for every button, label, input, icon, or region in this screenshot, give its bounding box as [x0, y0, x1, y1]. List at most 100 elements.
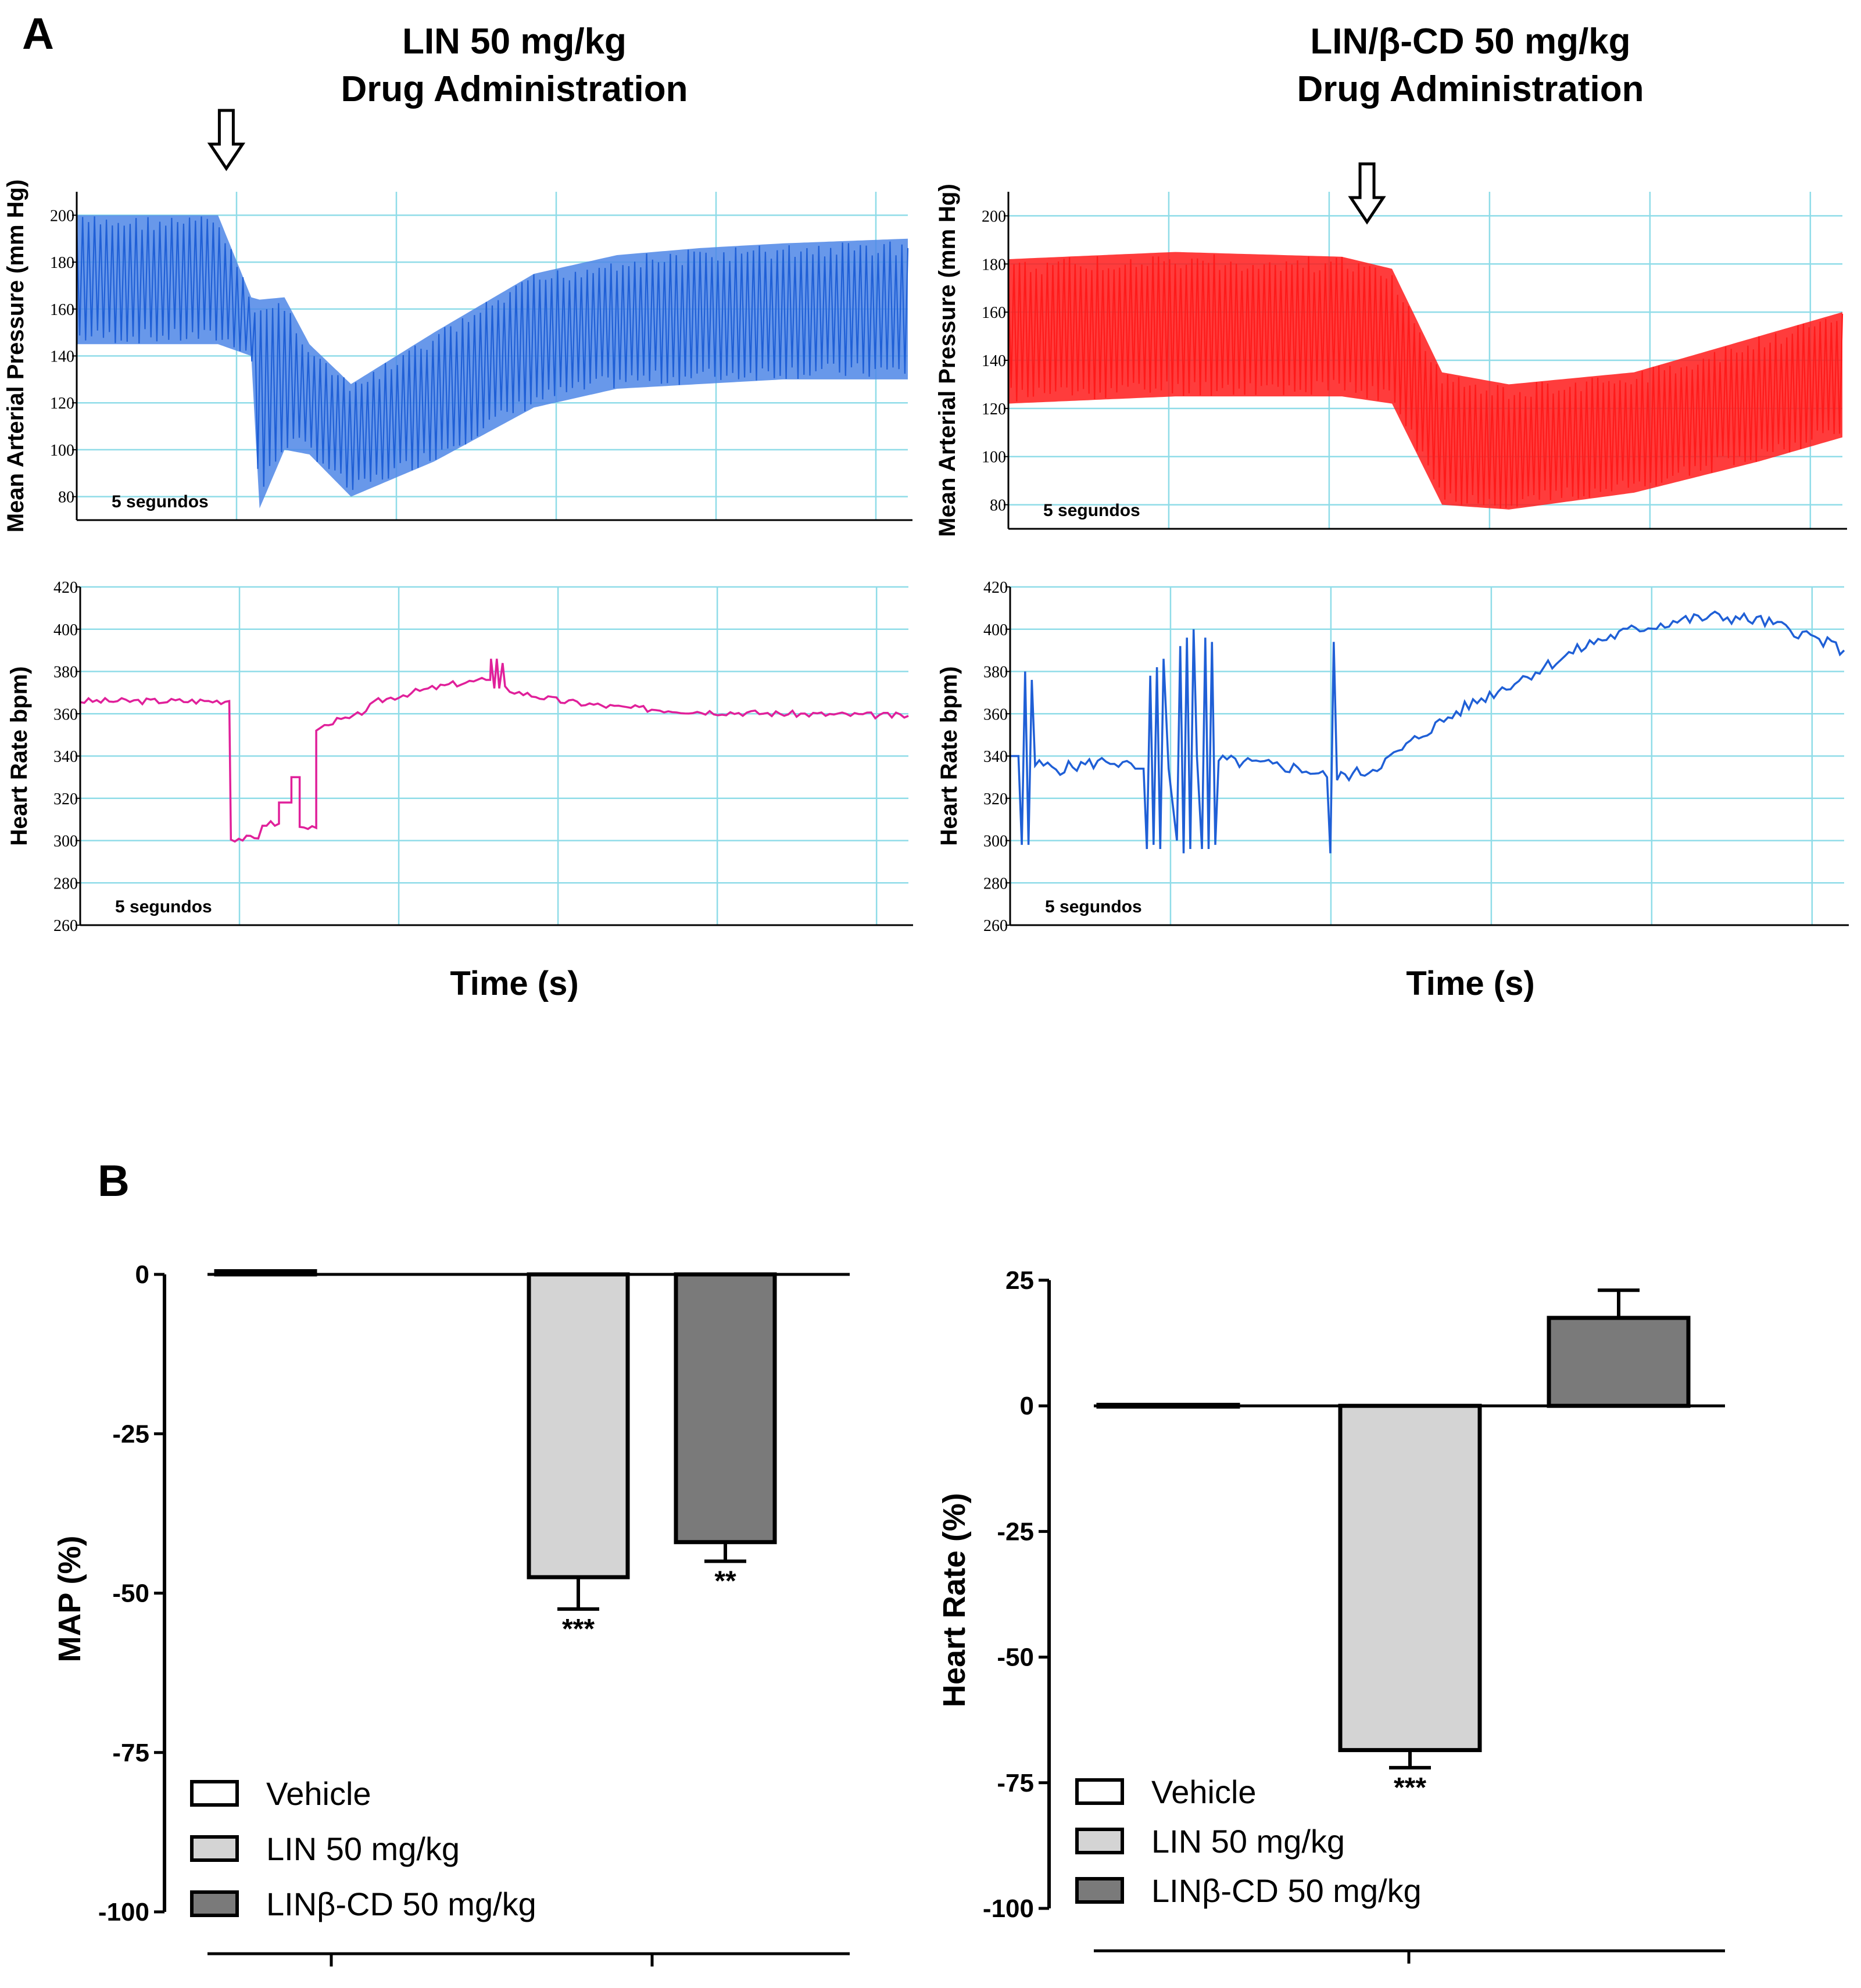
y-axis-label: Heart Rate bpm): [6, 667, 32, 846]
legend-swatch-vehicle: [1075, 1778, 1124, 1805]
hr-trace-lin-chart: 260 280 300 320 340 360 380 400 420 Heart Rate bp…: [6, 579, 913, 935]
legend-swatch-lin: [190, 1835, 239, 1862]
y-tick-label: 340: [983, 748, 1008, 766]
y-tick-label: 80: [58, 489, 74, 507]
panel-b-letter: B: [98, 1156, 130, 1206]
y-tick-label: 360: [53, 705, 78, 723]
left-title-line1: LIN 50 mg/kg: [402, 22, 627, 62]
heart-rate-line: [80, 658, 909, 843]
trace-data: [1007, 252, 1844, 510]
y-tick-label: 360: [983, 705, 1008, 723]
y-tick-label: -25: [112, 1420, 149, 1448]
bar-lin: [527, 1272, 630, 1579]
legend-swatch-vehicle: [190, 1780, 239, 1807]
legend-swatch-lincd: [190, 1890, 239, 1917]
legend-label: LIN 50 mg/kg: [1151, 1823, 1345, 1860]
legend-label: Vehicle: [266, 1775, 371, 1812]
y-tick-label: 260: [983, 917, 1008, 935]
legend-label: Vehicle: [1151, 1774, 1257, 1810]
y-tick-label: -75: [997, 1769, 1034, 1797]
y-tick-label: -100: [983, 1894, 1034, 1923]
legend-swatch-lin: [1075, 1828, 1124, 1854]
hr-trace-lincd-chart: 260 280 300 320 340 360 380 400 420 Heart Rate bp…: [936, 579, 1849, 935]
significance-marker: ***: [562, 1614, 595, 1645]
pressure-oscillation: [1007, 254, 1844, 508]
pressure-oscillation: [76, 216, 909, 490]
heart-rate-line: [1010, 610, 1845, 854]
y-axis-label: Mean Arterial Pressure (mm Hg): [935, 184, 960, 537]
legend-label: LIN 50 mg/kg: [266, 1831, 460, 1867]
y-tick-label: 160: [982, 304, 1006, 322]
y-axis-label: Heart Rate bpm): [936, 667, 962, 846]
time-label-right: Time (s): [1406, 965, 1534, 1002]
y-tick-label: 80: [990, 497, 1006, 515]
y-tick-label: 300: [53, 833, 78, 851]
hr-bar-chart: 25 0 -25 -50 -75 -100 Heart Rate (%) *** Vehicle…: [937, 1266, 1725, 1964]
y-tick-label: -75: [112, 1739, 149, 1767]
pressure-envelope: [1008, 252, 1842, 510]
legend-label: LINβ-CD 50 mg/kg: [266, 1886, 536, 1922]
time-label-left: Time (s): [450, 965, 578, 1002]
y-tick-label: 320: [983, 790, 1008, 808]
pressure-envelope: [77, 215, 908, 508]
y-tick-label: 120: [50, 395, 74, 413]
y-tick-label: 400: [53, 621, 78, 639]
y-tick-label: 0: [135, 1260, 149, 1289]
time-scale-label: 5 segundos: [112, 492, 209, 511]
y-tick-label: 25: [1005, 1266, 1034, 1295]
y-tick-label: 140: [50, 348, 74, 366]
y-tick-label: 400: [983, 621, 1008, 639]
time-scale-label: 5 segundos: [1043, 501, 1140, 520]
y-tick-label: 100: [50, 442, 74, 460]
y-tick-label: -25: [997, 1517, 1034, 1546]
y-axis-label: MAP (%): [52, 1535, 87, 1662]
y-axis-label: Mean Arterial Pressure (mm Hg): [3, 180, 28, 533]
y-tick-label: 300: [983, 833, 1008, 851]
trace-data: [76, 215, 909, 508]
y-tick-label: 280: [983, 875, 1008, 893]
y-tick-label: -50: [112, 1579, 149, 1608]
right-title: LIN/β-CD 50 mg/kg Drug Administration: [1297, 22, 1644, 109]
right-title-line1: LIN/β-CD 50 mg/kg: [1310, 22, 1630, 62]
y-tick-label: 420: [983, 579, 1008, 597]
bar-lin: [1338, 1403, 1482, 1753]
drug-administration-arrow-icon: [207, 109, 246, 171]
trace-data: [1010, 610, 1845, 854]
bar-lincd: [674, 1272, 777, 1545]
significance-marker: **: [714, 1566, 736, 1597]
y-tick-label: 380: [983, 664, 1008, 682]
significance-marker: ***: [1394, 1772, 1426, 1803]
time-scale-label: 5 segundos: [115, 897, 212, 916]
y-tick-label: 340: [53, 748, 78, 766]
time-scale-label: 5 segundos: [1045, 897, 1142, 916]
legend-label: LINβ-CD 50 mg/kg: [1151, 1872, 1422, 1909]
y-tick-label: 140: [982, 352, 1006, 370]
trace-data: [80, 658, 909, 843]
y-tick-label: 0: [1020, 1392, 1034, 1420]
y-tick-label: 200: [50, 207, 74, 225]
trace-grid: [80, 586, 908, 926]
y-tick-label: 180: [50, 254, 74, 272]
legend-swatch-lincd: [1075, 1877, 1124, 1904]
y-tick-label: -50: [997, 1643, 1034, 1672]
y-axis-label: Heart Rate (%): [937, 1493, 972, 1707]
y-tick-label: 120: [982, 400, 1006, 418]
y-tick-label: 180: [982, 256, 1006, 274]
map-trace-lincd-chart: 80 100 120 140 160 180 200 Mean Arterial Pressu…: [935, 162, 1847, 537]
right-title-line2: Drug Administration: [1297, 69, 1644, 109]
y-tick-label: 320: [53, 790, 78, 808]
trace-grid: [1010, 586, 1844, 926]
y-tick-label: 200: [982, 207, 1006, 225]
y-tick-label: 160: [50, 301, 74, 319]
map-trace-lin-chart: 80 100 120 140 160 180 200 Mean Arterial Pressu…: [3, 109, 912, 533]
y-tick-label: 260: [53, 917, 78, 935]
y-tick-label: 100: [982, 449, 1006, 467]
drug-administration-arrow-icon: [1348, 162, 1386, 225]
left-title-line2: Drug Administration: [341, 69, 688, 109]
y-tick-label: 280: [53, 875, 78, 893]
left-title: LIN 50 mg/kg Drug Administration: [341, 22, 688, 109]
panel-a-letter: A: [22, 9, 54, 59]
y-tick-label: 380: [53, 664, 78, 682]
